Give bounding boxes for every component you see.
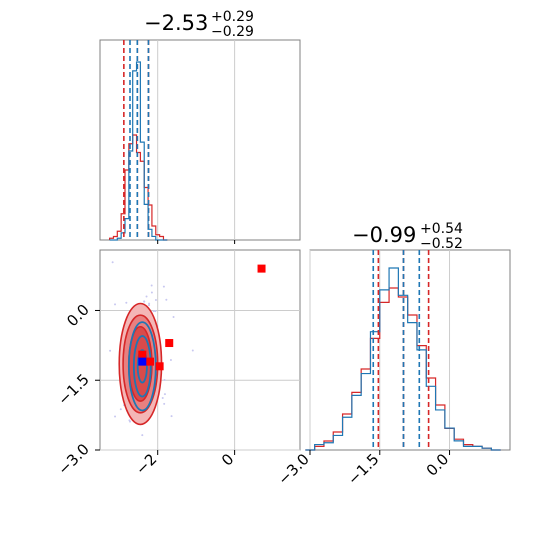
- p2d-y-ticks: −3.0 −1.5 0.0: [54, 301, 100, 479]
- p2d-marker-b-0: [138, 357, 147, 366]
- p2d-marker-a-2: [155, 362, 164, 371]
- p1-title-upper: +0.54: [420, 221, 463, 237]
- p2d-scatter-point: [109, 349, 112, 352]
- p2d-scatter-point: [152, 310, 155, 313]
- p2d-scatter-point: [114, 415, 117, 418]
- panel-p0-frame: [99, 39, 301, 241]
- p2d-scatter-point: [129, 420, 132, 423]
- p2d-scatter-point: [148, 304, 151, 307]
- p2d-scatter-point: [162, 285, 165, 288]
- p2d-scatter-point: [119, 408, 122, 411]
- p2d-scatter-point: [172, 315, 175, 318]
- p2d-scatter-point: [163, 378, 166, 381]
- p2d-scatter-point: [141, 434, 144, 437]
- p0-hist-series-a: [109, 134, 168, 241]
- p2d-scatter-point: [154, 298, 157, 301]
- p2d-scatter-point: [150, 291, 153, 294]
- p2d-scatter-point: [150, 284, 153, 287]
- p1-xtick-label-0: −3.0: [274, 450, 312, 488]
- p2d-contour-b-1: [132, 335, 152, 398]
- p1-hist-series-a: [305, 287, 501, 451]
- panel-p0-hist: −2.53 +0.29 −0.29: [99, 9, 301, 241]
- p2d-scatter-point: [191, 349, 194, 352]
- p0-quantile-lines: [123, 40, 150, 240]
- p0-title-lower: −0.29: [211, 24, 254, 40]
- p2d-marker-a-1: [165, 339, 174, 348]
- p2d-scatter-point: [161, 396, 164, 399]
- p1-hist-series: [305, 267, 501, 451]
- p2d-scatter-point: [143, 300, 146, 303]
- p0-hist-grid: [157, 40, 236, 240]
- p2d-marker-a-4: [138, 350, 147, 359]
- p1-quantile-lines: [372, 250, 430, 450]
- p0-title: −2.53 +0.29 −0.29: [144, 9, 254, 40]
- panel-2d: −2 0 −3.0−1.50.0: [54, 240, 301, 479]
- p2d-scatter-point: [114, 303, 117, 306]
- p2d-ytick-label-2: 0.0: [63, 301, 93, 331]
- p2d-scatter-point: [170, 415, 173, 418]
- p1-title-value: −0.99: [352, 223, 416, 247]
- p2d-scatter-point: [163, 402, 166, 405]
- p2d-ytick-label-1: −1.5: [54, 370, 92, 408]
- p2d-scatter-point: [145, 295, 148, 298]
- p2d-ytick-label-0: −3.0: [54, 440, 92, 478]
- p0-title-upper: +0.29: [211, 9, 254, 25]
- p2d-marker-a-3: [146, 357, 154, 366]
- p2d-xtick-label-0: −2: [132, 450, 160, 478]
- panel-p1-hist: −3.0 −1.5 0.0 −0.99 +0.54 −0.52: [274, 221, 511, 489]
- p1-title-lower: −0.52: [420, 236, 463, 252]
- p2d-marker-a-0: [257, 264, 266, 273]
- p2d-markers: [138, 264, 266, 371]
- p0-hist-series: [109, 61, 168, 241]
- p2d-contour-b-2: [136, 349, 148, 384]
- p2d-scatter-point: [165, 298, 168, 301]
- p0-title-value: −2.53: [144, 11, 208, 35]
- p1-xtick-label-1: −1.5: [344, 450, 382, 488]
- p1-xtick-label-2: 0.0: [423, 450, 453, 480]
- p2d-scatter-point: [125, 301, 128, 304]
- p1-hist-grid: [309, 250, 451, 450]
- p1-hist-series-b: [305, 267, 501, 451]
- p1-title: −0.99 +0.54 −0.52: [352, 221, 463, 252]
- p2d-scatter-point: [169, 358, 172, 361]
- panel-p1-frame: [309, 249, 511, 451]
- p2d-scatter-point: [111, 261, 114, 264]
- p2d-scatter-point: [154, 310, 157, 313]
- p2d-scatter-point: [163, 393, 166, 396]
- p0-hist-series-b: [109, 61, 168, 241]
- p2d-scatter-point: [148, 302, 151, 305]
- p1-x-ticks: −3.0 −1.5 0.0: [274, 450, 452, 489]
